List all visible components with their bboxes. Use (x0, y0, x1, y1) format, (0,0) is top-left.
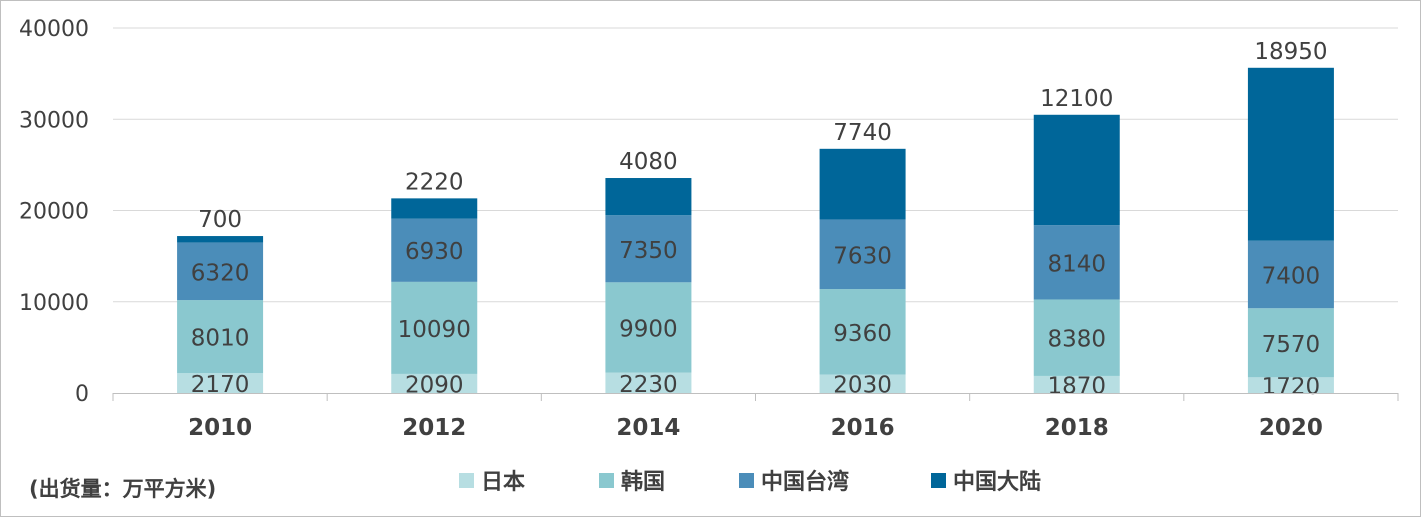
bars: 2170801063207002090100906930222022309900… (177, 39, 1334, 400)
data-label: 8140 (1047, 251, 1106, 277)
bar-segment (177, 236, 264, 243)
bar-segment (1033, 114, 1120, 226)
bar-segment (605, 282, 692, 373)
x-tick-label: 2016 (831, 415, 895, 441)
data-label: 1720 (1262, 374, 1321, 400)
bar-segment (819, 374, 906, 393)
bar-segment (1247, 240, 1334, 309)
data-label: 10090 (398, 317, 471, 343)
y-tick-label: 10000 (19, 291, 89, 316)
data-label: 700 (198, 207, 242, 233)
data-label: 8010 (191, 326, 250, 352)
x-tick-label: 2012 (402, 415, 466, 441)
y-axis: 0 10000 20000 30000 40000 (19, 17, 89, 407)
bar-segment (177, 300, 264, 374)
legend-item: 中国台湾 (739, 469, 849, 495)
bar-segment (177, 373, 264, 393)
bar-segment (1247, 67, 1334, 241)
data-label: 12100 (1040, 86, 1113, 112)
legend-item: 中国大陆 (931, 470, 1041, 495)
legend-label: 韩国 (621, 469, 665, 495)
data-label: 7740 (833, 120, 892, 146)
data-label: 2090 (405, 372, 464, 398)
x-tick-label: 2018 (1045, 415, 1109, 441)
bar-segment (1033, 375, 1120, 393)
bar-segment (177, 242, 264, 301)
data-label: 9900 (619, 316, 678, 342)
y-tick-label: 40000 (19, 17, 89, 42)
data-label: 18950 (1254, 39, 1327, 65)
legend-item: 日本 (459, 470, 525, 495)
bar-segment (605, 178, 692, 216)
legend: 日本 韩国 中国台湾 中国大陆 (459, 469, 1041, 495)
data-label: 7400 (1262, 263, 1321, 289)
y-tick-label: 0 (75, 382, 89, 407)
bar-segment (1033, 299, 1120, 376)
data-label: 8380 (1047, 327, 1106, 353)
legend-swatch (739, 473, 754, 488)
legend-label: 日本 (481, 470, 525, 495)
data-label: 2170 (191, 372, 250, 398)
bar-segment (819, 219, 906, 290)
x-axis: 2010 2012 2014 2016 2018 2020 (112, 393, 1399, 441)
bar-segment (1033, 225, 1120, 300)
data-label: 7350 (619, 238, 678, 264)
data-label: 6930 (405, 239, 464, 265)
data-label: 7630 (833, 243, 892, 269)
bar-segment (819, 289, 906, 375)
bar-segment (605, 215, 692, 283)
bar-segment (391, 373, 478, 393)
bar-segment (391, 281, 478, 374)
x-tick-label: 2014 (616, 415, 680, 441)
legend-swatch (599, 473, 614, 488)
data-label: 2030 (833, 373, 892, 399)
legend-swatch (459, 473, 474, 488)
data-label: 7570 (1262, 332, 1321, 358)
data-label: 1870 (1047, 373, 1106, 399)
x-tick-label: 2020 (1259, 415, 1323, 441)
legend-label: 中国大陆 (953, 470, 1041, 495)
data-label: 9360 (833, 321, 892, 347)
data-label: 4080 (619, 149, 678, 175)
y-tick-label: 30000 (19, 108, 89, 133)
bar-segment (1247, 308, 1334, 378)
bar-segment (1247, 377, 1334, 393)
bar-segment (605, 372, 692, 393)
x-tick-label: 2010 (188, 415, 252, 441)
legend-label: 中国台湾 (761, 469, 849, 495)
data-label: 2220 (405, 169, 464, 195)
unit-note: (出货量：万平方米) (29, 477, 216, 501)
legend-item: 韩国 (599, 469, 665, 495)
legend-swatch (931, 473, 946, 488)
gridlines (113, 27, 1398, 303)
bar-segment (391, 218, 478, 282)
data-label: 6320 (191, 260, 250, 286)
bar-segment (391, 198, 478, 219)
y-tick-label: 20000 (19, 200, 89, 225)
bar-segment (819, 148, 906, 220)
